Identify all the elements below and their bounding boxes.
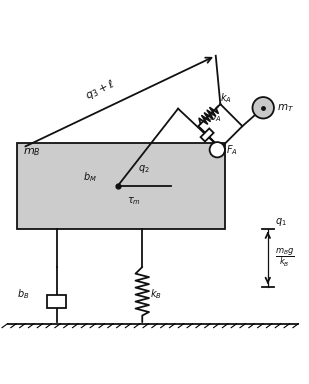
- Circle shape: [210, 142, 225, 157]
- Text: $F_A$: $F_A$: [226, 143, 238, 157]
- Text: $\tau_m$: $\tau_m$: [127, 195, 141, 207]
- Text: $\dfrac{m_B g}{k_B}$: $\dfrac{m_B g}{k_B}$: [274, 247, 294, 269]
- Text: $k_B$: $k_B$: [150, 288, 162, 301]
- Text: $k_A$: $k_A$: [220, 91, 231, 105]
- Text: $q_1$: $q_1$: [274, 215, 286, 228]
- Bar: [17, 143, 225, 229]
- Text: $b_A$: $b_A$: [209, 110, 222, 124]
- Text: $q_3 + \ell$: $q_3 + \ell$: [83, 76, 117, 103]
- Text: $b_B$: $b_B$: [17, 288, 29, 301]
- Polygon shape: [47, 295, 66, 308]
- Text: $m_B$: $m_B$: [23, 146, 40, 158]
- Circle shape: [252, 97, 274, 119]
- Text: $m_T$: $m_T$: [277, 102, 294, 114]
- Text: $q_2$: $q_2$: [138, 163, 149, 175]
- Text: $b_M$: $b_M$: [83, 170, 96, 184]
- Polygon shape: [201, 128, 214, 142]
